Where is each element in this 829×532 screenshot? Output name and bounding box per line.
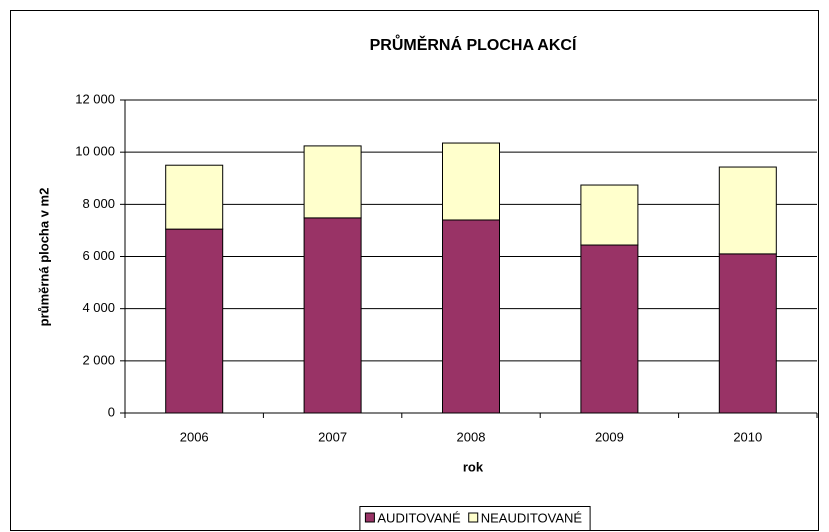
legend-label: NEAUDITOVANÉ: [481, 510, 583, 525]
bar-segment: [442, 219, 500, 414]
chart-title: PRŮMĚRNÁ PLOCHA AKCÍ: [370, 34, 577, 54]
legend-swatch: [364, 512, 375, 523]
chart-border: [10, 10, 819, 531]
x-tick-label: 2006: [180, 429, 209, 444]
y-tick-label: 10 000: [75, 144, 115, 159]
bar-segment: [442, 142, 500, 221]
bar-segment: [165, 164, 224, 230]
bar-segment: [718, 166, 777, 255]
bar-segment: [718, 253, 777, 414]
x-tick-label: 2009: [595, 429, 624, 444]
legend-label: AUDITOVANÉ: [377, 510, 461, 525]
y-tick-label: 4 000: [82, 300, 115, 315]
legend-swatch: [468, 512, 479, 523]
bar-segment: [580, 244, 639, 414]
x-tick-label: 2008: [457, 429, 486, 444]
y-axis-label: průměrná plocha v m2: [36, 188, 51, 327]
x-tick-label: 2007: [318, 429, 347, 444]
x-axis-label: rok: [463, 459, 484, 474]
y-tick-label: 2 000: [82, 352, 115, 367]
y-tick-label: 8 000: [82, 196, 115, 211]
x-tick-label: 2010: [733, 429, 762, 444]
y-tick-label: 6 000: [82, 248, 115, 263]
bar-segment: [165, 228, 224, 414]
y-tick-label: 12 000: [75, 91, 115, 106]
y-tick-label: 0: [108, 404, 115, 419]
bar-segment: [303, 145, 362, 219]
bar-segment: [303, 217, 362, 414]
bar-segment: [580, 184, 639, 246]
